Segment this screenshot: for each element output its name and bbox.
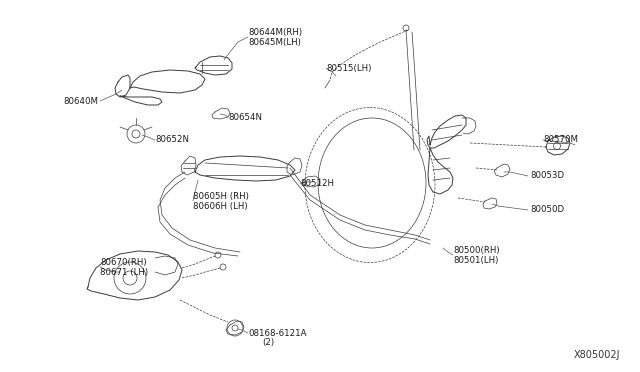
Text: 08168-6121A: 08168-6121A bbox=[248, 328, 307, 337]
Text: 80654N: 80654N bbox=[228, 112, 262, 122]
Text: 80670(RH): 80670(RH) bbox=[100, 257, 147, 266]
Text: 80500(RH): 80500(RH) bbox=[453, 246, 500, 254]
Text: 80644M(RH): 80644M(RH) bbox=[248, 28, 302, 36]
Text: 80053D: 80053D bbox=[530, 171, 564, 180]
Text: 80050D: 80050D bbox=[530, 205, 564, 215]
Text: 80570M: 80570M bbox=[543, 135, 578, 144]
Text: (2): (2) bbox=[262, 339, 274, 347]
Text: 80640M: 80640M bbox=[63, 96, 98, 106]
Text: 80652N: 80652N bbox=[155, 135, 189, 144]
Text: 80512H: 80512H bbox=[300, 179, 334, 187]
Text: 80515(LH): 80515(LH) bbox=[326, 64, 371, 73]
Text: 80671 (LH): 80671 (LH) bbox=[100, 267, 148, 276]
Text: 80645M(LH): 80645M(LH) bbox=[248, 38, 301, 46]
Text: 80501(LH): 80501(LH) bbox=[453, 256, 499, 264]
Text: X805002J: X805002J bbox=[573, 350, 620, 360]
Text: 80605H (RH): 80605H (RH) bbox=[193, 192, 249, 201]
Text: 80606H (LH): 80606H (LH) bbox=[193, 202, 248, 211]
